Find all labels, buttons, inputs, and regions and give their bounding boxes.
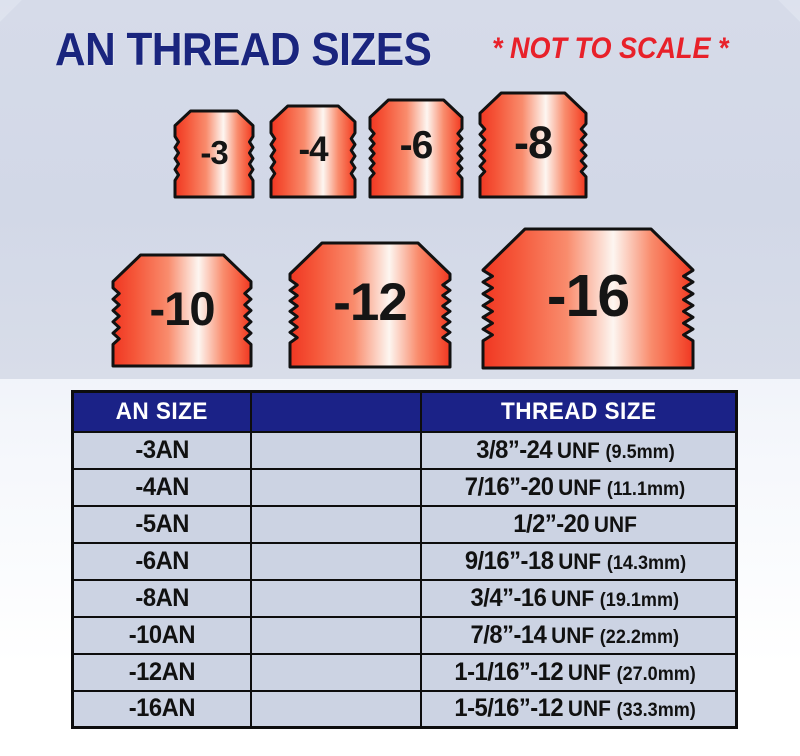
- thread-fraction: 1-1/16”-12: [454, 657, 564, 686]
- cell-spacer: [249, 652, 422, 692]
- thread-size-text: 7/16”-20 UNF (11.1mm): [465, 473, 685, 502]
- table-row: -6AN 9/16”-18 UNF (14.3mm): [71, 541, 738, 581]
- fitting-shape: -8: [478, 91, 588, 199]
- an-size-text: -12AN: [128, 657, 196, 686]
- thread-fraction: 3/8”-24: [475, 435, 552, 464]
- cell-spacer: [249, 430, 422, 470]
- not-to-scale-note: * NOT TO SCALE *: [492, 32, 729, 65]
- cell-spacer: [249, 467, 422, 507]
- thread-fraction: 1/2”-20: [513, 509, 590, 538]
- thread-standard: UNF: [551, 585, 595, 611]
- column-header-an-size: AN SIZE: [71, 390, 252, 433]
- thread-fraction: 7/8”-14: [470, 620, 547, 649]
- column-header-spacer: [249, 390, 422, 433]
- thread-size-text: 3/8”-24 UNF (9.5mm): [476, 436, 675, 465]
- fitting-shape: -4: [269, 104, 357, 199]
- cell-spacer: [249, 689, 422, 729]
- cell-spacer: [249, 578, 422, 618]
- cell-thread-size: 7/8”-14 UNF (22.2mm): [419, 615, 738, 655]
- thread-standard: UNF: [551, 622, 595, 648]
- thread-metric: (11.1mm): [607, 478, 686, 500]
- thread-size-text: 7/8”-14 UNF (22.2mm): [471, 621, 680, 650]
- page-title: AN THREAD SIZES: [55, 23, 432, 75]
- table-row: -16AN 1-5/16”-12 UNF (33.3mm): [71, 689, 738, 729]
- fitting-shape: -12: [288, 241, 452, 369]
- table-row: -5AN 1/2”-20 UNF: [71, 504, 738, 544]
- thread-fraction: 7/16”-20: [465, 472, 554, 501]
- thread-standard: UNF: [568, 696, 612, 722]
- table-body: -3AN 3/8”-24 UNF (9.5mm) -4AN 7/16”-20 UNF (11.…: [71, 430, 738, 729]
- cell-an-size: -3AN: [71, 430, 252, 470]
- column-header-thread-size: THREAD SIZE: [419, 390, 738, 433]
- an-size-text: -4AN: [134, 472, 189, 501]
- table-row: -12AN 1-1/16”-12 UNF (27.0mm): [71, 652, 738, 692]
- column-header-an-size-label: AN SIZE: [115, 397, 208, 425]
- thread-standard: UNF: [556, 437, 600, 463]
- fitting-shape: -16: [481, 227, 695, 370]
- cell-thread-size: 1-1/16”-12 UNF (27.0mm): [419, 652, 738, 692]
- thread-metric: (27.0mm): [616, 663, 696, 685]
- cell-an-size: -4AN: [71, 467, 252, 507]
- cell-spacer: [249, 504, 422, 544]
- an-size-text: -8AN: [134, 583, 189, 612]
- fitting-shape: -6: [368, 98, 464, 199]
- table-header: AN SIZE THREAD SIZE: [71, 390, 738, 433]
- cell-spacer: [249, 541, 422, 581]
- thread-metric: (19.1mm): [600, 589, 680, 611]
- an-size-text: -6AN: [134, 546, 189, 575]
- cell-thread-size: 3/4”-16 UNF (19.1mm): [419, 578, 738, 618]
- thread-fraction: 1-5/16”-12: [454, 694, 564, 723]
- table-row: -10AN 7/8”-14 UNF (22.2mm): [71, 615, 738, 655]
- cell-an-size: -16AN: [71, 689, 252, 729]
- hero-card: AN THREAD SIZES * NOT TO SCALE * -3 -4 -6-…: [0, 0, 800, 379]
- cell-spacer: [249, 615, 422, 655]
- thread-metric: (22.2mm): [600, 626, 680, 648]
- fitting-shape: -10: [111, 253, 253, 368]
- table-row: -8AN 3/4”-16 UNF (19.1mm): [71, 578, 738, 618]
- an-size-text: -10AN: [128, 620, 196, 649]
- an-size-text: -3AN: [134, 435, 189, 464]
- cell-an-size: -6AN: [71, 541, 252, 581]
- table-header-row: AN SIZE THREAD SIZE: [71, 390, 738, 433]
- thread-fraction: 3/4”-16: [470, 583, 547, 612]
- an-size-text: -5AN: [134, 509, 189, 538]
- cell-an-size: -12AN: [71, 652, 252, 692]
- an-size-text: -16AN: [128, 694, 196, 723]
- thread-standard: UNF: [558, 474, 602, 500]
- cell-an-size: -5AN: [71, 504, 252, 544]
- title-row: AN THREAD SIZES * NOT TO SCALE *: [0, 22, 800, 80]
- thread-size-text: 9/16”-18 UNF (14.3mm): [465, 547, 686, 576]
- cell-an-size: -8AN: [71, 578, 252, 618]
- column-header-thread-size-label: THREAD SIZE: [500, 397, 657, 425]
- cell-an-size: -10AN: [71, 615, 252, 655]
- thread-metric: (33.3mm): [616, 700, 696, 722]
- thread-size-text: 1-5/16”-12 UNF (33.3mm): [455, 694, 696, 723]
- thread-size-table: AN SIZE THREAD SIZE -3AN 3/8”-24 UNF (9.5mm…: [71, 390, 738, 729]
- thread-size-text: 3/4”-16 UNF (19.1mm): [471, 584, 680, 613]
- thread-size-text: 1-1/16”-12 UNF (27.0mm): [455, 658, 696, 687]
- thread-size-text: 1/2”-20 UNF: [513, 510, 637, 539]
- cell-thread-size: 7/16”-20 UNF (11.1mm): [419, 467, 738, 507]
- table-row: -3AN 3/8”-24 UNF (9.5mm): [71, 430, 738, 470]
- cell-thread-size: 1-5/16”-12 UNF (33.3mm): [419, 689, 738, 729]
- cell-thread-size: 3/8”-24 UNF (9.5mm): [419, 430, 738, 470]
- thread-standard: UNF: [568, 659, 612, 685]
- table-row: -4AN 7/16”-20 UNF (11.1mm): [71, 467, 738, 507]
- thread-standard: UNF: [594, 511, 638, 537]
- thread-metric: (14.3mm): [606, 552, 686, 574]
- thread-metric: (9.5mm): [605, 441, 675, 463]
- cell-thread-size: 1/2”-20 UNF: [419, 504, 738, 544]
- fitting-shape: -3: [173, 109, 255, 199]
- thread-standard: UNF: [557, 548, 601, 574]
- cell-thread-size: 9/16”-18 UNF (14.3mm): [419, 541, 738, 581]
- thread-fraction: 9/16”-18: [464, 546, 554, 575]
